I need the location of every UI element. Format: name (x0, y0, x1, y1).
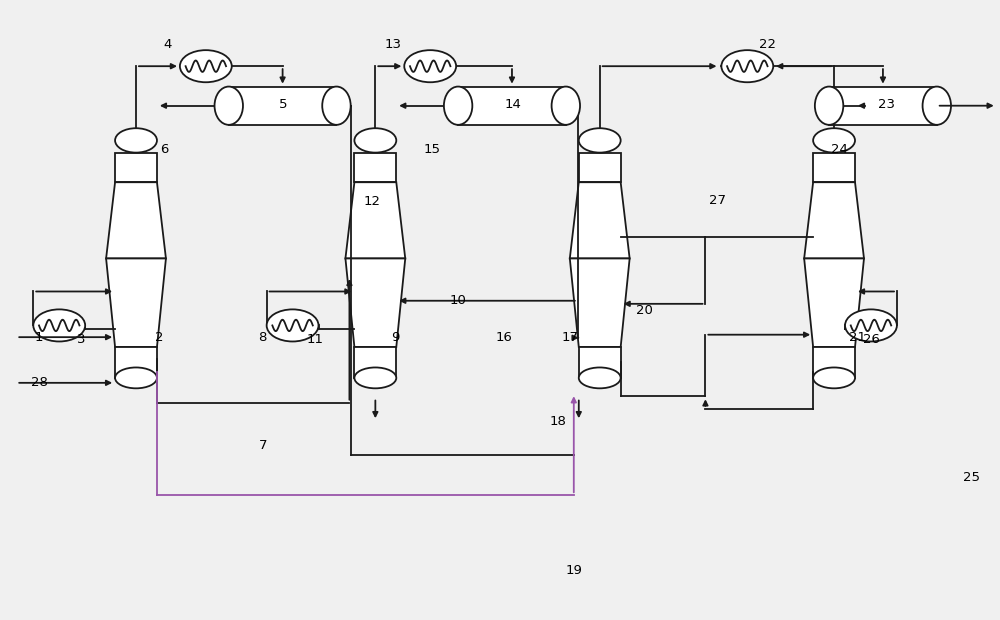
Circle shape (845, 309, 897, 342)
Ellipse shape (813, 368, 855, 388)
Text: 27: 27 (709, 193, 726, 206)
Polygon shape (106, 182, 166, 259)
Text: 24: 24 (831, 143, 847, 156)
Ellipse shape (444, 87, 472, 125)
Text: 6: 6 (160, 143, 168, 156)
Polygon shape (570, 182, 630, 259)
Text: 2: 2 (155, 330, 163, 343)
Circle shape (721, 50, 773, 82)
Polygon shape (570, 259, 630, 347)
Text: 4: 4 (164, 38, 172, 51)
Polygon shape (804, 182, 864, 259)
Ellipse shape (579, 128, 621, 153)
Text: 10: 10 (450, 294, 467, 308)
Text: 5: 5 (279, 98, 288, 111)
Ellipse shape (354, 128, 396, 153)
Circle shape (267, 309, 319, 342)
Text: 7: 7 (258, 440, 267, 452)
Polygon shape (804, 259, 864, 347)
Text: 14: 14 (505, 98, 521, 111)
Bar (813, 347, 855, 378)
Ellipse shape (813, 128, 855, 153)
Text: 25: 25 (963, 471, 980, 484)
Ellipse shape (322, 87, 351, 125)
Text: 1: 1 (35, 330, 44, 343)
Ellipse shape (923, 87, 951, 125)
Text: 23: 23 (878, 98, 895, 111)
Text: 3: 3 (77, 333, 85, 346)
Ellipse shape (215, 87, 243, 125)
Text: 22: 22 (759, 38, 776, 51)
Text: 17: 17 (561, 330, 578, 343)
Circle shape (33, 309, 85, 342)
Ellipse shape (115, 368, 157, 388)
Polygon shape (106, 259, 166, 347)
Text: 26: 26 (863, 333, 879, 346)
Bar (115, 153, 157, 182)
Bar (579, 153, 621, 182)
Polygon shape (345, 182, 405, 259)
Ellipse shape (115, 128, 157, 153)
Text: 8: 8 (258, 330, 267, 343)
Text: 28: 28 (31, 376, 48, 389)
Bar (354, 347, 396, 378)
Text: 21: 21 (849, 330, 866, 343)
Text: 11: 11 (307, 333, 324, 346)
Bar (229, 87, 336, 125)
Bar (115, 347, 157, 378)
Bar (579, 347, 621, 378)
Bar (354, 153, 396, 182)
Bar (813, 153, 855, 182)
Circle shape (180, 50, 232, 82)
Ellipse shape (552, 87, 580, 125)
Bar (458, 87, 566, 125)
Text: 18: 18 (549, 415, 566, 428)
Text: 19: 19 (565, 564, 582, 577)
Text: 12: 12 (364, 195, 381, 208)
Polygon shape (345, 259, 405, 347)
Text: 16: 16 (496, 330, 512, 343)
Text: 20: 20 (636, 304, 653, 316)
Circle shape (404, 50, 456, 82)
Bar (829, 87, 937, 125)
Ellipse shape (579, 368, 621, 388)
Text: 9: 9 (391, 330, 399, 343)
Ellipse shape (354, 368, 396, 388)
Ellipse shape (815, 87, 843, 125)
Text: 13: 13 (385, 38, 402, 51)
Text: 15: 15 (424, 143, 441, 156)
